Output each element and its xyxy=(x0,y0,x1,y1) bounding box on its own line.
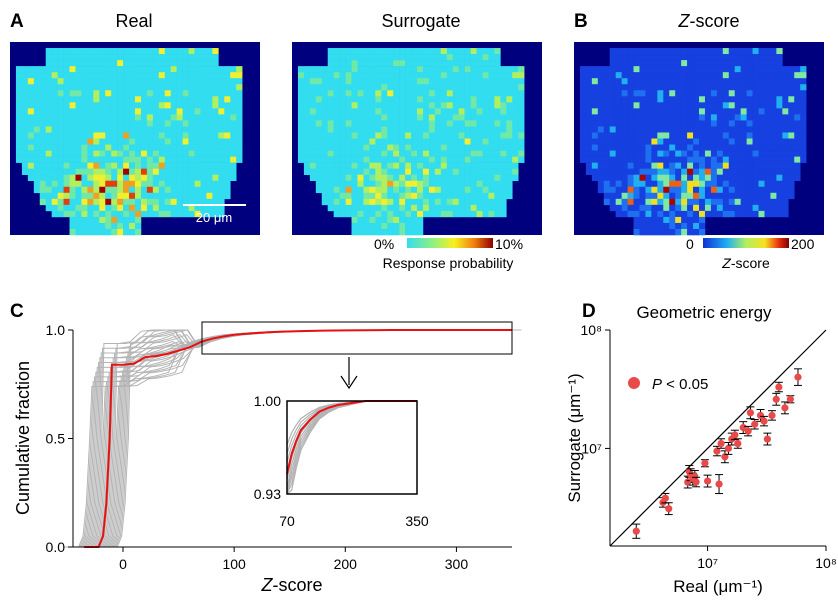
d-y-tick-label: 10⁸ xyxy=(581,322,603,338)
c-x-axis-label: Z-score xyxy=(260,575,322,595)
scatter-point xyxy=(703,474,712,488)
colorbar-z-max: 200 xyxy=(791,236,815,252)
zscore-map-title: Z-score xyxy=(677,11,739,31)
colorbar-prob-max: 10% xyxy=(495,236,523,252)
c-y-tick-label: 0.5 xyxy=(46,431,66,447)
legend-label: P < 0.05 xyxy=(652,376,708,393)
scatter-point xyxy=(692,476,701,488)
panel-c-chart: 0 100 200 300 0.0 0.5 1.0 Z-score Cumulative … xyxy=(13,321,522,595)
real-heatmap: 20 μm xyxy=(10,42,260,236)
c-y-tick-label: 0.0 xyxy=(46,539,66,555)
d-y-axis-label: Surrogate (μm⁻¹) xyxy=(565,373,584,502)
colorbar-prob-min: 0% xyxy=(374,236,394,252)
legend-marker xyxy=(628,377,640,389)
d-x-axis-label: Real (μm⁻¹) xyxy=(673,577,763,596)
c-x-tick-label: 100 xyxy=(222,556,246,572)
colorbar-prob-label: Response probability xyxy=(383,255,514,271)
scatter-point xyxy=(772,392,781,406)
d-x-tick-label: 10⁷ xyxy=(697,555,718,571)
scatter-point xyxy=(717,438,726,449)
panel-d-label: D xyxy=(582,301,596,322)
zoom-box xyxy=(201,321,513,355)
scatter-point xyxy=(746,406,755,420)
scatter-point xyxy=(780,401,789,415)
colorbar-z-label: Z-score xyxy=(721,255,770,271)
scatter-point xyxy=(664,502,673,516)
c-x-tick-label: 300 xyxy=(445,556,469,572)
scatter-point xyxy=(632,523,641,539)
identity-line xyxy=(609,329,827,547)
scatter-point xyxy=(733,438,742,449)
inset-x-tick-label: 350 xyxy=(405,513,429,529)
cdf-gray-curve xyxy=(98,329,520,548)
scatter-point xyxy=(700,459,709,468)
inset-gray-curve xyxy=(286,400,417,454)
inset-gray-curve xyxy=(286,400,417,454)
scatter-point xyxy=(712,445,721,457)
surrogate-map-title: Surrogate xyxy=(381,11,460,31)
scatter-point xyxy=(786,395,795,404)
inset-x-tick-label: 70 xyxy=(279,513,295,529)
d-y-tick-label: 10⁷ xyxy=(581,440,602,456)
scatter-point xyxy=(760,415,769,427)
c-y-tick-label: 1.0 xyxy=(46,322,66,338)
scatter-point xyxy=(768,410,777,421)
scatter-point xyxy=(793,368,802,386)
inset-y-tick-label: 0.93 xyxy=(254,486,281,502)
inset-gray-curve xyxy=(286,400,417,454)
c-y-axis-label: Cumulative fraction xyxy=(13,361,33,515)
zoom-arrow-head xyxy=(340,375,358,390)
panel-c-label: C xyxy=(10,301,24,322)
colorbar-z-min: 0 xyxy=(686,236,694,252)
c-x-tick-label: 0 xyxy=(119,556,127,572)
zscore-heatmap xyxy=(574,42,824,236)
scatter-point xyxy=(744,425,753,437)
d-title: Geometric energy xyxy=(636,303,772,322)
panel-b-label: B xyxy=(574,11,588,32)
scatter-point xyxy=(724,442,733,455)
scatter-point xyxy=(715,474,724,495)
real-map-title: Real xyxy=(115,11,152,31)
inset-chart: 70 350 0.93 1.00 xyxy=(254,393,429,529)
cdf-median-curve xyxy=(84,329,512,548)
inset-y-tick-label: 1.00 xyxy=(254,393,281,409)
cdf-gray-curve xyxy=(81,329,511,548)
zscore-colorbar: 0 200 Z-score xyxy=(686,236,815,271)
inset-frame xyxy=(286,400,418,495)
d-x-tick-label: 10⁸ xyxy=(815,555,837,571)
scatter-point xyxy=(774,381,783,393)
scatter-point xyxy=(720,450,729,464)
panel-d-chart: Geometric energy 10⁷ 10⁸ 10⁷ 10⁸ P < 0.05 R… xyxy=(565,303,837,596)
scatter-point xyxy=(763,432,772,446)
scatter-point xyxy=(750,419,759,430)
scale-bar-label: 20 μm xyxy=(196,210,232,225)
c-x-tick-label: 200 xyxy=(334,556,358,572)
cdf-gray-curve xyxy=(90,329,516,548)
surrogate-heatmap xyxy=(292,42,542,236)
cdf-gray-curve xyxy=(100,329,521,548)
probability-colorbar: 0% 10% Response probability xyxy=(374,236,523,271)
panel-a-label: A xyxy=(10,11,24,32)
